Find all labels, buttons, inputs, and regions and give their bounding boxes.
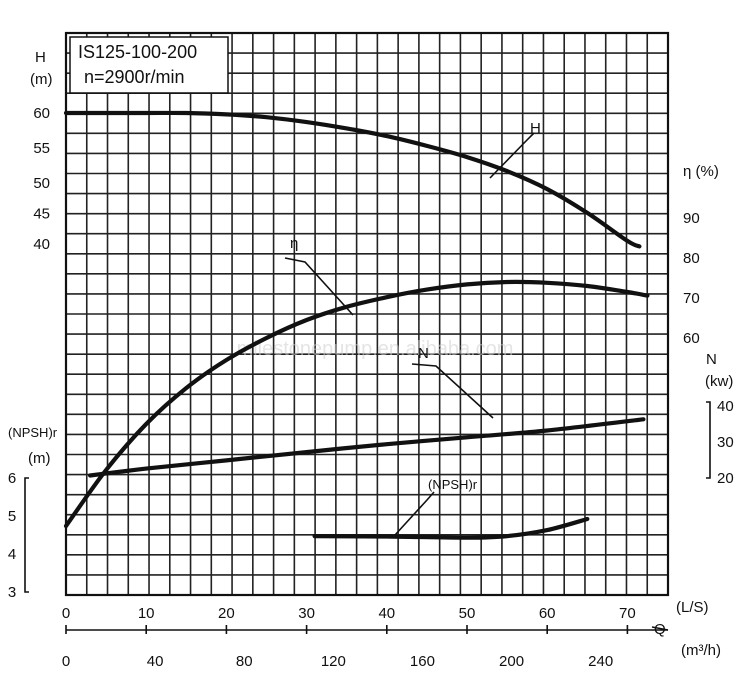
npsh-tick-label: 3 (8, 584, 16, 601)
q-m3h-unit: (m³/h) (681, 642, 721, 659)
q-ls-tick-label: 40 (378, 605, 395, 622)
n-tick-label: 30 (717, 434, 734, 451)
eta-curve-leader (284, 257, 354, 316)
h-curve-leader (489, 132, 535, 179)
n-curve-leader (411, 363, 494, 419)
q-m3h-tick-label: 160 (410, 653, 435, 670)
eta-tick-label: 60 (683, 330, 700, 347)
npsh-axis-bracket (24, 477, 29, 593)
q-ls-tick-label: 70 (619, 605, 636, 622)
npsh-tick-label: 6 (8, 470, 16, 487)
q-ls-unit: (L/S) (676, 599, 709, 616)
curves-layer (63, 110, 650, 540)
h-tick-label: 55 (33, 140, 50, 157)
q-m3h-tick-label: 0 (62, 653, 70, 670)
q-axis-arrow (651, 626, 669, 631)
h-tick-label: 45 (33, 206, 50, 223)
eta-tick-label: 80 (683, 250, 700, 267)
n-tick-label: 40 (717, 398, 734, 415)
eta-tick-label: 90 (683, 210, 700, 227)
h-axis-unit: (m) (30, 71, 53, 88)
h-curve-label: H (530, 120, 541, 137)
h-tick-label: 50 (33, 175, 50, 192)
n-axis-symbol: N (706, 351, 717, 368)
npsh-axis-unit: (m) (28, 450, 51, 467)
q-m3h-tick-label: 200 (499, 653, 524, 670)
npsh-tick-label: 4 (8, 546, 16, 563)
eta-tick-label: 70 (683, 290, 700, 307)
curve-n (88, 417, 646, 478)
npsh-curve-label: (NPSH)r (428, 477, 478, 492)
q-m3h-tick-label: 240 (588, 653, 613, 670)
q-ls-tick-label: 0 (62, 605, 70, 622)
q-ls-tick-label: 10 (138, 605, 155, 622)
q-ls-tick-label: 30 (298, 605, 315, 622)
q-ls-tick-label: 50 (459, 605, 476, 622)
eta-axis-label: η (%) (683, 163, 719, 180)
npsh-curve-leader (394, 491, 435, 536)
title-box (69, 36, 229, 94)
curve-h (63, 110, 642, 249)
npsh-axis-symbol: (NPSH)r (8, 425, 58, 440)
h-tick-label: 60 (33, 105, 50, 122)
q-ls-tick-label: 20 (218, 605, 235, 622)
chart-title: IS125-100-200 (78, 42, 197, 62)
watermark-text: milestonepump.en.alibaba.com (237, 338, 514, 360)
q-m3h-tick-label: 120 (321, 653, 346, 670)
npsh-tick-label: 5 (8, 508, 16, 525)
n-curve-label: N (418, 345, 429, 362)
h-axis-symbol: H (35, 49, 46, 66)
n-tick-label: 20 (717, 470, 734, 487)
chart-subtitle: n=2900r/min (84, 67, 185, 87)
n-axis-unit: (kw) (705, 373, 733, 390)
q-m3h-tick-label: 80 (236, 653, 253, 670)
q-m3h-tick-label: 40 (147, 653, 164, 670)
eta-curve-label: η (290, 235, 298, 252)
curve-npsh (312, 516, 590, 540)
n-axis-bracket (706, 401, 711, 479)
plot-frame (64, 31, 670, 597)
curve-eta (63, 279, 650, 529)
h-tick-label: 40 (33, 236, 50, 253)
chart-grid (65, 32, 669, 596)
q-ls-tick-label: 60 (539, 605, 556, 622)
